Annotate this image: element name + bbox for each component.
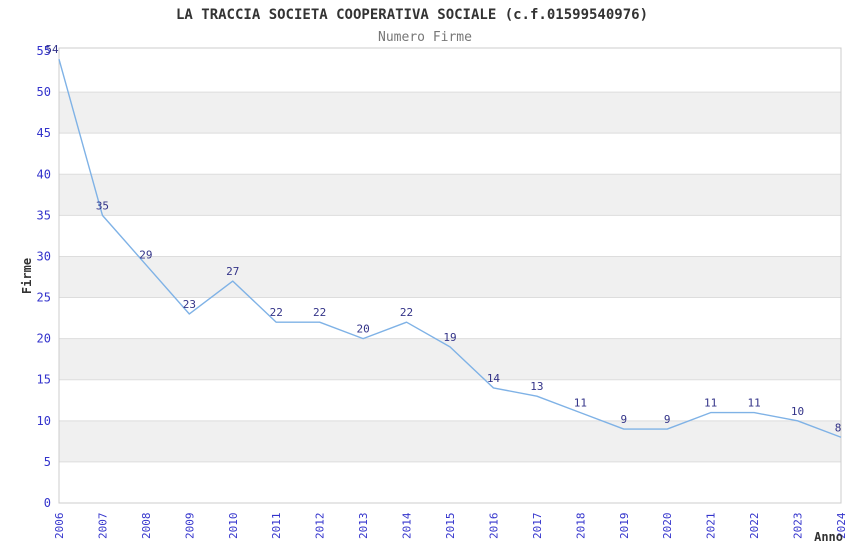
data-point-label: 19 [443,331,456,344]
plot-area: 0 5 10 15 20 25 30 35 40 45 50 55 2006 2007 2008 2009 20… [37,43,848,539]
y-tick-label: 10 [37,414,51,428]
y-tick-label: 55 [37,44,51,58]
data-point-label: 54 [45,43,59,56]
y-tick-label: 30 [37,249,51,263]
x-tick-label: 2021 [705,513,718,540]
plot-border [58,47,842,504]
x-tick-label: 2014 [401,512,414,539]
data-point-label: 27 [226,265,239,278]
data-point-label: 22 [400,306,413,319]
x-tick-label: 2010 [227,513,240,540]
data-point-label: 13 [530,380,543,393]
x-tick-label: 2007 [96,513,109,540]
x-tick-label: 2009 [183,513,196,540]
x-tick-label: 2023 [792,513,805,540]
x-tick-label: 2018 [574,513,587,540]
plot-band [59,92,841,134]
chart-title: LA TRACCIA SOCIETA COOPERATIVA SOCIALE (… [176,7,648,23]
data-point-label: 11 [747,397,760,410]
x-tick-label: 2006 [53,513,66,540]
data-point-label: 35 [96,199,109,212]
y-tick-label: 0 [44,496,51,510]
data-point-label: 11 [574,397,587,410]
data-point-label: 22 [270,306,283,319]
y-tick-label: 35 [37,208,51,222]
data-point-label: 29 [139,249,152,262]
data-point-label: 9 [664,413,671,426]
series-line [58,59,842,438]
data-point-label: 14 [487,372,501,385]
y-tick-label: 40 [37,167,51,181]
y-tick-label: 50 [37,85,51,99]
data-point-label: 22 [313,306,326,319]
x-tick-label: 2019 [618,513,631,540]
y-tick-label: 20 [37,332,51,346]
x-axis-title: Anno [814,530,843,544]
x-tick-label: 2015 [444,513,457,540]
x-tick-label: 2008 [140,513,153,540]
data-point-label: 8 [835,421,842,434]
y-tick-label: 5 [44,455,51,469]
plot-band [59,338,841,380]
y-tick-label: 15 [37,373,51,387]
y-tick-label: 45 [37,126,51,140]
y-tick-label: 25 [37,291,51,305]
data-point-label: 10 [791,405,804,418]
plot-band [59,174,841,216]
x-tick-label: 2012 [314,513,327,540]
x-tick-label: 2011 [270,513,283,540]
x-tick-label: 2017 [531,513,544,540]
x-tick-label: 2024 [835,512,848,539]
data-point-label: 20 [356,323,369,336]
plot-band [59,420,841,462]
x-tick-label: 2020 [661,513,674,540]
data-point-label: 23 [183,298,196,311]
data-point-label: 11 [704,397,717,410]
y-axis-title: Firme [20,258,34,294]
plot-band [59,256,841,298]
x-tick-label: 2016 [487,513,500,540]
x-tick-label: 2013 [357,513,370,540]
data-point-label: 9 [620,413,627,426]
x-tick-label: 2022 [748,513,761,540]
chart-subtitle: Numero Firme [378,30,472,45]
